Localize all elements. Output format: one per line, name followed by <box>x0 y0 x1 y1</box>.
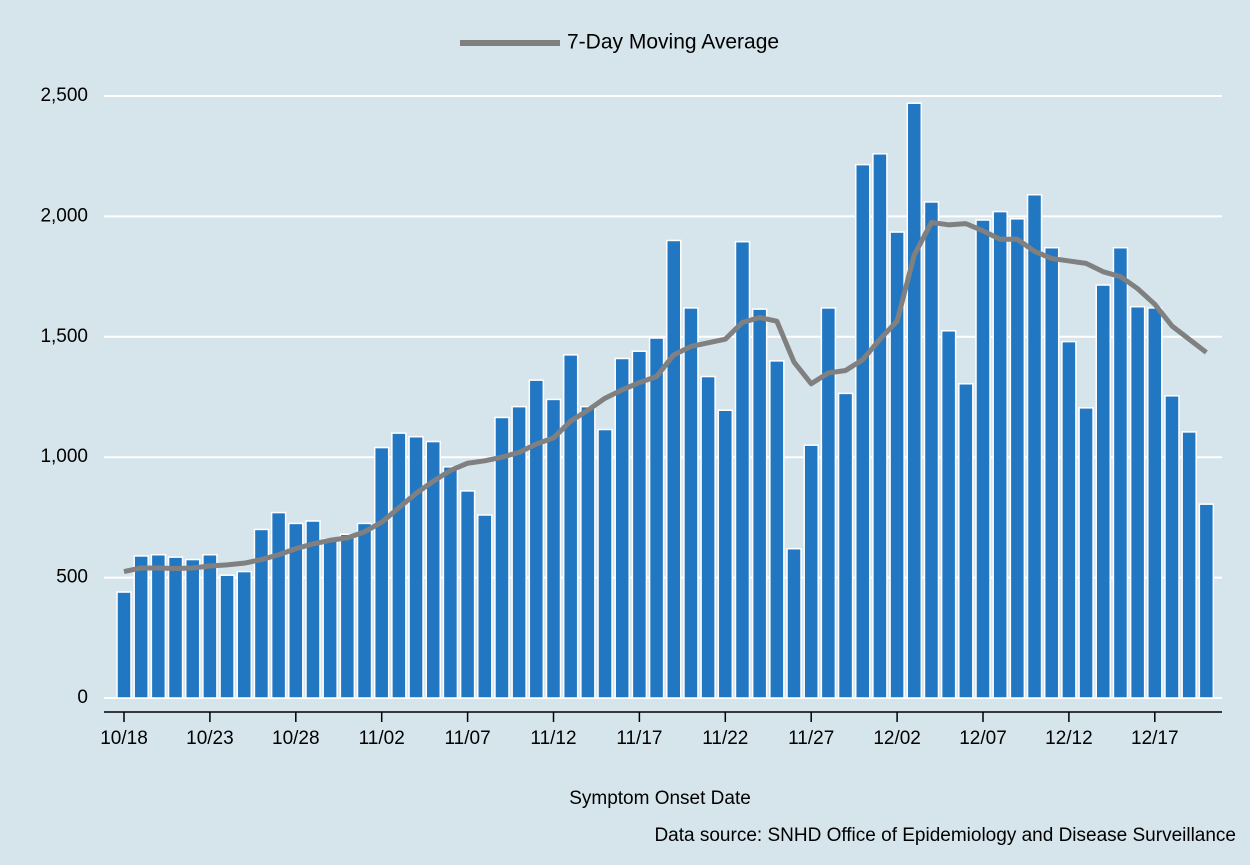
bar <box>150 553 167 699</box>
bar <box>1129 305 1146 699</box>
bar <box>1095 284 1112 699</box>
bar <box>820 307 837 699</box>
bar <box>580 405 596 699</box>
bar <box>631 350 648 699</box>
bar <box>305 520 321 699</box>
bar <box>992 210 1008 699</box>
bar <box>1009 218 1026 699</box>
x-tick-label: 11/17 <box>616 728 662 749</box>
bar <box>511 405 527 699</box>
bar <box>803 444 819 699</box>
bar <box>116 591 132 699</box>
bar <box>236 570 253 699</box>
bar <box>597 428 613 699</box>
bar <box>133 555 149 699</box>
x-tick-label: 12/12 <box>1045 728 1093 749</box>
bar <box>1026 193 1043 699</box>
bar <box>219 574 235 699</box>
source-note: Data source: SNHD Office of Epidemiology… <box>654 825 1236 846</box>
x-tick-label: 12/07 <box>959 728 1007 749</box>
bar <box>1043 246 1060 699</box>
bar <box>184 558 201 699</box>
bar <box>734 240 751 699</box>
bar <box>1112 246 1129 699</box>
bar <box>906 102 923 699</box>
x-tick-label: 10/23 <box>186 728 234 749</box>
bar <box>769 360 785 699</box>
bar <box>1181 431 1197 699</box>
bar <box>889 231 905 699</box>
bar <box>1164 395 1180 699</box>
bar <box>854 163 871 699</box>
bar <box>477 514 493 699</box>
y-tick-label: 1,500 <box>40 326 88 347</box>
bar <box>872 153 888 699</box>
y-tick-label: 2,000 <box>40 205 88 226</box>
bar <box>356 522 373 699</box>
legend-label: 7-Day Moving Average <box>567 31 779 54</box>
bar <box>339 533 356 699</box>
x-axis-title: Symptom Onset Date <box>569 788 751 809</box>
bar <box>1198 503 1215 699</box>
bar <box>528 379 545 699</box>
x-tick-label: 11/22 <box>702 728 748 749</box>
bar <box>751 308 768 699</box>
bar <box>717 409 734 699</box>
bar <box>648 337 665 699</box>
bar <box>1061 340 1077 699</box>
x-tick-label: 12/17 <box>1131 728 1179 749</box>
bar <box>373 446 390 699</box>
bar <box>270 511 287 699</box>
moving-average-line <box>123 219 1208 575</box>
bar <box>459 490 476 699</box>
x-tick-label: 11/27 <box>788 728 834 749</box>
bar <box>391 432 407 699</box>
y-tick-label: 500 <box>56 567 88 588</box>
y-tick-label: 1,000 <box>40 446 88 467</box>
bar <box>167 556 184 699</box>
bar <box>975 219 991 699</box>
bar <box>425 440 441 699</box>
bar <box>322 538 338 699</box>
bar <box>494 416 510 699</box>
x-tick-label: 11/12 <box>530 728 576 749</box>
bar <box>614 357 630 699</box>
bar <box>683 307 699 699</box>
bar <box>786 547 802 699</box>
bar <box>408 435 424 699</box>
bar <box>288 522 304 699</box>
bar <box>958 383 974 699</box>
bar <box>562 354 579 699</box>
bar <box>700 375 716 699</box>
y-tick-label: 0 <box>77 687 88 708</box>
bar <box>1078 407 1094 699</box>
bar <box>666 239 682 699</box>
bar <box>545 398 562 699</box>
x-tick-label: 11/02 <box>359 728 405 749</box>
bar <box>837 392 854 699</box>
bar <box>1147 307 1163 699</box>
y-tick-label: 2,500 <box>40 85 88 106</box>
x-tick-label: 12/02 <box>873 728 921 749</box>
x-tick-label: 10/18 <box>100 728 148 749</box>
x-tick-label: 11/07 <box>445 728 491 749</box>
bar <box>923 201 940 699</box>
bar <box>253 528 270 699</box>
x-tick-label: 10/28 <box>272 728 320 749</box>
bar <box>940 330 957 699</box>
bar <box>442 466 459 699</box>
bar <box>202 553 218 699</box>
